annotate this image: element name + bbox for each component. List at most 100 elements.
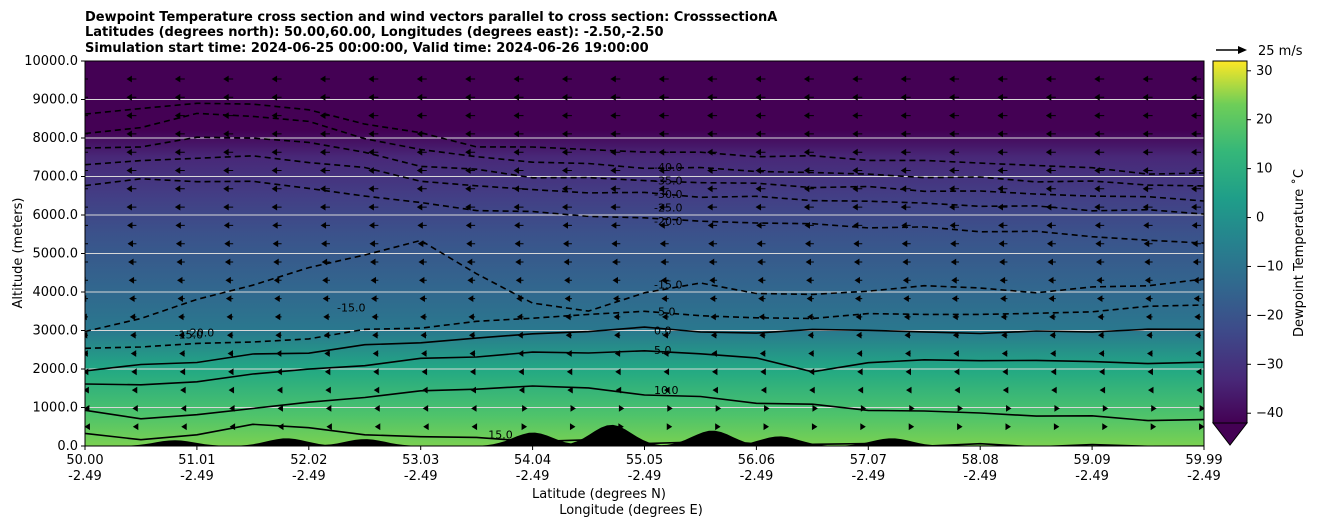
wind-arrow bbox=[271, 112, 282, 120]
wind-arrow bbox=[127, 240, 137, 248]
wind-arrow bbox=[856, 331, 863, 339]
wind-arrow bbox=[174, 185, 185, 193]
wind-arrow bbox=[273, 276, 282, 284]
wind-arrow bbox=[126, 75, 137, 83]
wind-arrow bbox=[1094, 75, 1105, 83]
wind-arrow bbox=[756, 221, 766, 229]
wind-arrow bbox=[85, 224, 88, 226]
wind-arrow bbox=[468, 313, 476, 321]
wind-arrow bbox=[515, 258, 524, 266]
wind-arrow bbox=[561, 93, 572, 101]
wind-arrow bbox=[809, 386, 815, 394]
wind-arrow bbox=[1192, 258, 1201, 266]
wind-arrow bbox=[997, 75, 1008, 83]
y-axis-label: Altitude (meters) bbox=[11, 198, 26, 309]
wind-arrow bbox=[952, 331, 960, 339]
wind-arrow bbox=[274, 295, 282, 303]
wind-arrow bbox=[707, 167, 718, 174]
x-axis-label-secondary: Longitude (degrees E) bbox=[559, 503, 703, 518]
wind-arrow bbox=[223, 221, 234, 229]
wind-arrow bbox=[1048, 276, 1056, 284]
contour-label: -25.0 bbox=[654, 201, 682, 214]
contour-label: 5.0 bbox=[654, 344, 672, 357]
wind-arrow bbox=[658, 130, 669, 138]
wind-arrow bbox=[369, 240, 379, 248]
wind-arrow bbox=[711, 368, 718, 376]
wind-arrow bbox=[715, 404, 722, 412]
wind-arrow bbox=[522, 404, 528, 412]
wind-arrow bbox=[757, 258, 766, 266]
contour-label: 15.0 bbox=[488, 428, 513, 441]
wind-arrow bbox=[905, 350, 911, 357]
wind-arrow bbox=[663, 368, 670, 376]
quiver-key: 25 m/s bbox=[1216, 44, 1303, 59]
wind-arrow bbox=[1146, 331, 1153, 339]
wind-arrow bbox=[1006, 404, 1012, 412]
wind-arrow bbox=[416, 167, 427, 174]
wind-arrow bbox=[271, 167, 282, 174]
wind-arrow bbox=[180, 404, 187, 412]
wind-arrow bbox=[561, 185, 572, 193]
wind-arrow bbox=[466, 258, 476, 266]
contour-label: 10.0 bbox=[654, 384, 679, 397]
wind-arrow bbox=[1002, 386, 1009, 394]
x-tick-label-lat: 52.02 bbox=[290, 453, 327, 468]
wind-arrow bbox=[514, 240, 524, 248]
wind-arrow bbox=[949, 185, 960, 193]
contour-line bbox=[85, 304, 1204, 350]
wind-arrow bbox=[227, 331, 234, 339]
wind-arrow bbox=[900, 167, 911, 174]
wind-arrow bbox=[271, 93, 282, 101]
wind-arrow bbox=[999, 276, 1008, 284]
wind-arrow bbox=[1191, 130, 1201, 138]
contour-label: -35.0 bbox=[654, 174, 682, 187]
wind-arrow bbox=[1001, 331, 1008, 339]
wind-arrow bbox=[1142, 185, 1153, 193]
wind-arrow bbox=[225, 276, 234, 284]
wind-arrow bbox=[1000, 295, 1008, 303]
wind-arrow bbox=[1094, 221, 1105, 229]
wind-arrow bbox=[853, 240, 863, 248]
wind-arrow bbox=[174, 75, 185, 83]
wind-arrow bbox=[612, 258, 621, 266]
wind-arrow bbox=[853, 258, 863, 266]
wind-arrow bbox=[708, 240, 718, 248]
wind-arrow bbox=[373, 386, 380, 394]
wind-arrow bbox=[709, 276, 718, 284]
wind-arrow bbox=[321, 240, 330, 248]
wind-arrow bbox=[660, 258, 669, 266]
wind-arrow bbox=[228, 368, 234, 376]
wind-arrow bbox=[1193, 295, 1201, 303]
wind-arrow bbox=[126, 203, 137, 211]
colorbar-tick-label: −40 bbox=[1256, 406, 1283, 421]
wind-arrow bbox=[320, 130, 330, 138]
x-tick-label-lat: 51.01 bbox=[178, 453, 215, 468]
wind-arrow bbox=[130, 331, 137, 339]
title-line-3: Simulation start time: 2024-06-25 00:00:… bbox=[85, 41, 649, 56]
wind-arrow bbox=[321, 258, 330, 266]
wind-arrow bbox=[1094, 167, 1105, 174]
wind-arrow bbox=[1191, 75, 1201, 83]
wind-arrow bbox=[803, 93, 814, 101]
wind-arrow bbox=[710, 331, 718, 339]
wind-arrow bbox=[1049, 331, 1056, 339]
wind-arrow bbox=[1051, 386, 1057, 394]
wind-arrow bbox=[418, 258, 427, 266]
wind-arrow bbox=[659, 221, 669, 229]
wind-arrow bbox=[126, 148, 137, 156]
wind-arrow bbox=[661, 313, 669, 321]
wind-arrow bbox=[320, 167, 330, 174]
wind-arrow bbox=[126, 130, 137, 138]
wind-arrow bbox=[271, 130, 282, 138]
wind-arrow bbox=[900, 75, 911, 83]
wind-arrow bbox=[370, 258, 379, 266]
wind-arrow bbox=[1095, 258, 1105, 266]
wind-arrow bbox=[561, 148, 572, 156]
wind-arrow bbox=[85, 386, 89, 394]
wind-arrow bbox=[806, 276, 814, 284]
x-tick-label-lon: -2.49 bbox=[68, 469, 102, 484]
wind-arrow bbox=[132, 404, 138, 412]
wind-arrow bbox=[224, 258, 234, 266]
wind-arrow bbox=[368, 75, 379, 83]
